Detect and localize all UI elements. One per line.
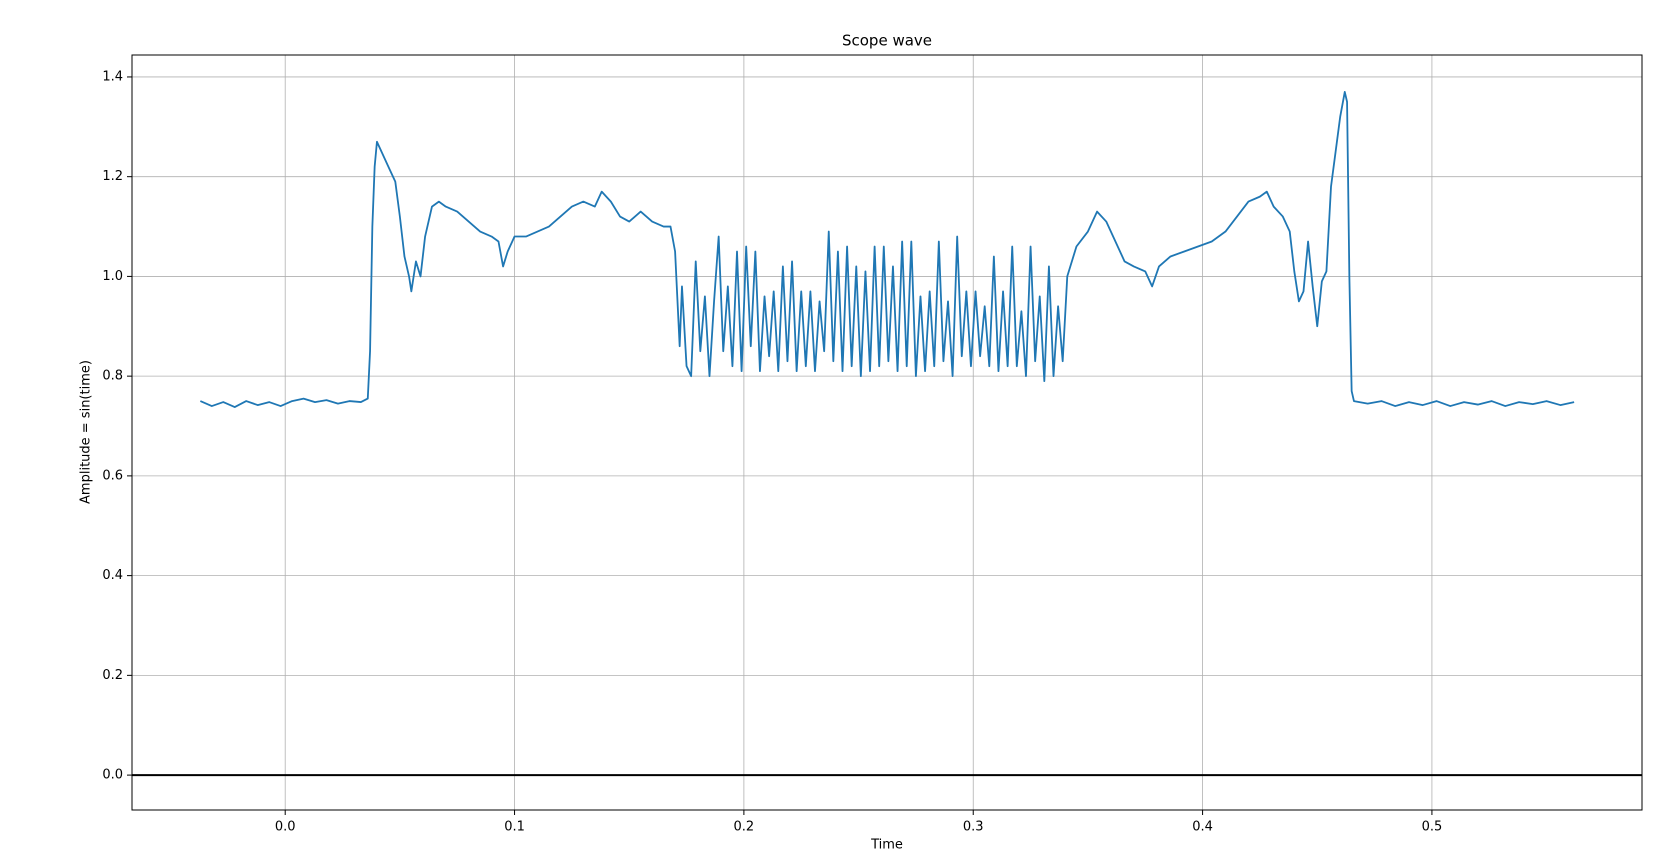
x-tick-label: 0.0 [275,820,296,835]
y-tick-label: 0.2 [102,668,123,683]
y-tick-label: 1.0 [102,269,123,284]
x-tick-label: 0.1 [504,820,525,835]
y-tick-label: 0.8 [102,369,123,384]
chart-title: Scope wave [842,32,932,50]
plot-frame [131,54,1643,811]
y-tick-label: 1.2 [102,169,123,184]
y-axis-label: Amplitude = sin(time) [79,360,94,504]
y-tick-label: 0.6 [102,468,123,483]
y-tick-label: 0.4 [102,568,123,583]
x-tick-label: 0.5 [1422,820,1443,835]
x-axis-label: Time [870,838,903,853]
x-tick-label: 0.2 [734,820,755,835]
y-tick-label: 1.4 [102,69,123,84]
x-tick-label: 0.4 [1192,820,1213,835]
x-tick-label: 0.3 [963,820,984,835]
y-tick-label: 0.0 [102,768,123,783]
wave-line [199,91,1575,408]
